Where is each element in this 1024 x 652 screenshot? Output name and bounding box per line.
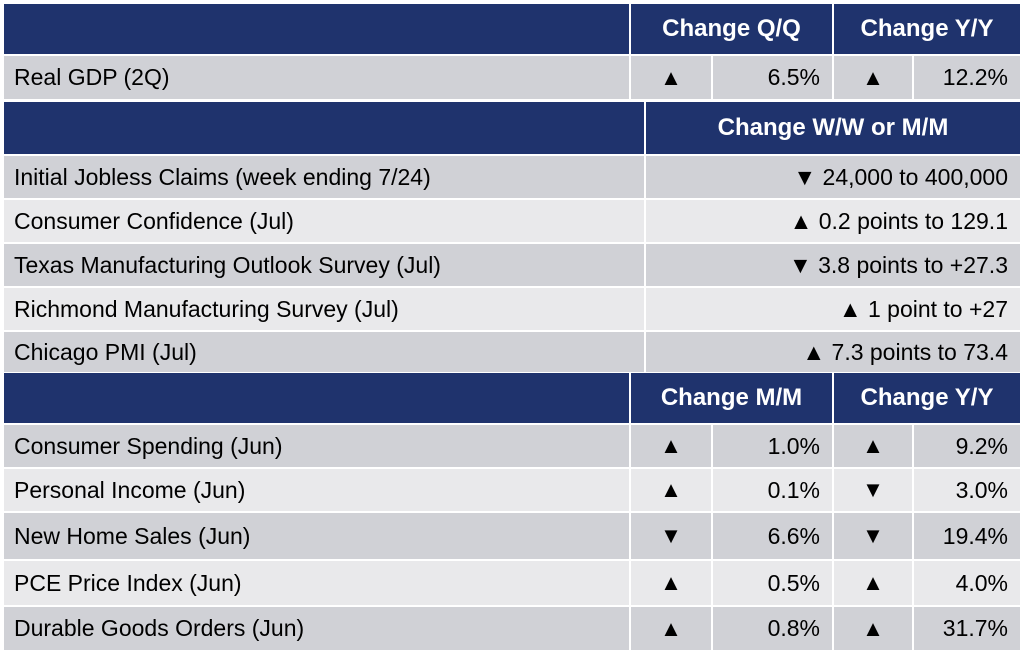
change-value: ▼ 3.8 points to +27.3 (788, 251, 1008, 278)
header-change-yy: Change Y/Y (860, 384, 994, 411)
cell-divider (644, 332, 646, 372)
change-value: 6.5% (767, 64, 820, 90)
header-divider (629, 4, 631, 54)
header-change-yy: Change Y/Y (860, 15, 994, 42)
cell-divider (832, 425, 834, 467)
arrow-indicator: ▲ (660, 570, 682, 595)
row-label: Durable Goods Orders (Jun) (14, 615, 305, 641)
table-row: PCE Price Index (Jun) ▲ 0.5% ▲ 4.0% (4, 561, 1020, 605)
change-value: ▼ 24,000 to 400,000 (793, 163, 1008, 190)
row-label: Chicago PMI (Jul) (14, 338, 197, 365)
row-label: Initial Jobless Claims (week ending 7/24… (14, 163, 431, 190)
cell-divider (832, 607, 834, 650)
arrow-indicator: ▲ (660, 433, 682, 458)
cell-divider (832, 469, 834, 511)
cell-divider (629, 469, 631, 511)
cell-divider (644, 156, 646, 198)
cell-divider (644, 200, 646, 242)
cell-divider (629, 561, 631, 605)
header-divider (832, 373, 834, 423)
arrow-indicator: ▲ (862, 433, 884, 458)
table-row: Consumer Confidence (Jul) ▲ 0.2 points t… (4, 200, 1020, 242)
change-value: 12.2% (942, 64, 1008, 90)
row-label: Texas Manufacturing Outlook Survey (Jul) (14, 251, 441, 278)
row-label: Personal Income (Jun) (14, 476, 246, 503)
table-row: New Home Sales (Jun) ▼ 6.6% ▼ 19.4% (4, 513, 1020, 559)
row-label: Consumer Spending (Jun) (14, 432, 283, 459)
cell-divider (711, 607, 713, 650)
change-value: ▲ 0.2 points to 129.1 (789, 207, 1008, 234)
cell-divider (711, 561, 713, 605)
arrow-indicator: ▲ (862, 570, 884, 595)
cell-divider (832, 561, 834, 605)
row-label: Richmond Manufacturing Survey (Jul) (14, 295, 399, 322)
change-value: 0.1% (767, 476, 820, 503)
section1-header-bar: Change Q/Q Change Y/Y (4, 4, 1020, 54)
row-label: New Home Sales (Jun) (14, 522, 251, 549)
table-row: Chicago PMI (Jul) ▲ 7.3 points to 73.4 (4, 332, 1020, 372)
arrow-indicator: ▲ (862, 615, 884, 641)
row-label: Consumer Confidence (Jul) (14, 207, 294, 234)
cell-divider (644, 244, 646, 286)
arrow-indicator: ▲ (660, 615, 682, 641)
header-change-mm: Change M/M (660, 384, 803, 411)
change-value: 1.0% (767, 432, 820, 459)
cell-divider (629, 425, 631, 467)
cell-divider (912, 425, 914, 467)
table-row: Personal Income (Jun) ▲ 0.1% ▼ 3.0% (4, 469, 1020, 511)
arrow-indicator: ▲ (862, 64, 884, 90)
table-row: Durable Goods Orders (Jun) ▲ 0.8% ▲ 31.7… (4, 607, 1020, 650)
cell-divider (912, 56, 914, 99)
cell-divider (711, 469, 713, 511)
arrow-indicator: ▲ (660, 64, 682, 90)
header-divider (832, 4, 834, 54)
change-value: 19.4% (942, 522, 1008, 549)
cell-divider (912, 561, 914, 605)
header-divider (644, 102, 646, 154)
section2-header-bar: Change W/W or M/M (4, 102, 1020, 154)
cell-divider (711, 56, 713, 99)
cell-divider (711, 513, 713, 559)
table-row: Texas Manufacturing Outlook Survey (Jul)… (4, 244, 1020, 286)
arrow-indicator: ▼ (862, 523, 884, 548)
cell-divider (912, 469, 914, 511)
arrow-indicator: ▼ (660, 523, 682, 548)
change-value: 0.5% (767, 569, 820, 596)
header-change-qq: Change Q/Q (662, 15, 801, 42)
change-value: 0.8% (767, 615, 820, 641)
change-value: 4.0% (955, 569, 1008, 596)
change-value: 6.6% (767, 522, 820, 549)
change-value: 9.2% (955, 432, 1008, 459)
cell-divider (711, 425, 713, 467)
arrow-indicator: ▲ (660, 477, 682, 502)
row-label: PCE Price Index (Jun) (14, 569, 242, 596)
arrow-indicator: ▼ (862, 477, 884, 502)
header-change-ww-mm: Change W/W or M/M (717, 114, 949, 141)
change-value: ▲ 1 point to +27 (838, 295, 1008, 322)
cell-divider (629, 513, 631, 559)
cell-divider (629, 56, 631, 99)
change-value: 3.0% (955, 476, 1008, 503)
cell-divider (832, 56, 834, 99)
table-row: Initial Jobless Claims (week ending 7/24… (4, 156, 1020, 198)
section3-header-bar: Change M/M Change Y/Y (4, 373, 1020, 423)
header-divider (629, 373, 631, 423)
table-row: Real GDP (2Q) ▲ 6.5% ▲ 12.2% (4, 56, 1020, 99)
cell-divider (912, 513, 914, 559)
table-row: Consumer Spending (Jun) ▲ 1.0% ▲ 9.2% (4, 425, 1020, 467)
table-row: Richmond Manufacturing Survey (Jul) ▲ 1 … (4, 288, 1020, 330)
cell-divider (644, 288, 646, 330)
cell-divider (832, 513, 834, 559)
cell-divider (629, 607, 631, 650)
change-value: ▲ 7.3 points to 73.4 (802, 338, 1008, 365)
row-label: Real GDP (2Q) (14, 64, 170, 90)
change-value: 31.7% (942, 615, 1008, 641)
cell-divider (912, 607, 914, 650)
